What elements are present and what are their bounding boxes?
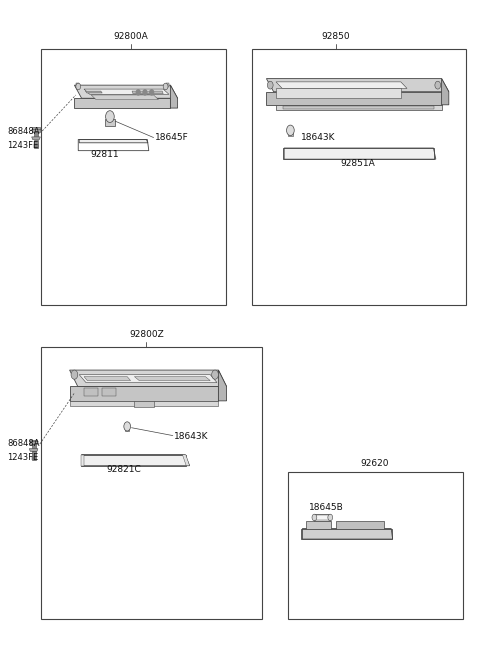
Polygon shape: [314, 514, 330, 521]
Polygon shape: [266, 79, 449, 92]
Polygon shape: [134, 377, 210, 381]
Polygon shape: [85, 91, 102, 93]
Polygon shape: [82, 455, 190, 466]
Bar: [41, 347, 262, 619]
Polygon shape: [105, 119, 115, 126]
Circle shape: [150, 90, 154, 95]
Polygon shape: [276, 88, 401, 98]
Polygon shape: [134, 401, 154, 407]
Polygon shape: [70, 401, 218, 406]
Text: 92800A: 92800A: [113, 31, 148, 41]
Text: 92821C: 92821C: [107, 465, 141, 474]
Polygon shape: [32, 137, 40, 140]
Polygon shape: [283, 106, 434, 109]
Polygon shape: [32, 451, 36, 460]
Polygon shape: [70, 370, 227, 386]
Polygon shape: [276, 105, 442, 110]
Polygon shape: [76, 83, 79, 87]
Circle shape: [163, 83, 168, 90]
Circle shape: [106, 111, 114, 122]
Circle shape: [435, 81, 441, 89]
Polygon shape: [32, 127, 40, 132]
Polygon shape: [276, 82, 407, 88]
Polygon shape: [84, 89, 169, 94]
Text: 18645F: 18645F: [155, 133, 188, 142]
Circle shape: [71, 370, 78, 379]
Polygon shape: [266, 92, 442, 105]
Circle shape: [76, 83, 81, 90]
Text: 86848A: 86848A: [7, 126, 40, 136]
Text: 1243FE: 1243FE: [7, 141, 38, 150]
Polygon shape: [34, 140, 38, 148]
Polygon shape: [84, 377, 131, 381]
Bar: [252, 49, 466, 305]
Polygon shape: [125, 426, 129, 431]
Text: 92850: 92850: [322, 31, 350, 41]
Text: 18645B: 18645B: [309, 503, 344, 512]
Text: 92620: 92620: [360, 459, 389, 468]
Polygon shape: [170, 85, 178, 108]
Text: 92800Z: 92800Z: [129, 329, 164, 339]
Text: 18643K: 18643K: [174, 432, 209, 441]
Polygon shape: [84, 388, 98, 396]
Polygon shape: [284, 148, 436, 159]
Polygon shape: [182, 455, 190, 466]
Bar: [41, 49, 226, 305]
Polygon shape: [288, 130, 293, 136]
Polygon shape: [442, 79, 449, 105]
Polygon shape: [74, 98, 170, 108]
Circle shape: [212, 370, 218, 379]
Polygon shape: [30, 440, 37, 444]
Text: 86848A: 86848A: [7, 439, 40, 448]
Polygon shape: [79, 375, 217, 383]
Circle shape: [328, 514, 333, 521]
Polygon shape: [70, 386, 218, 401]
Circle shape: [143, 90, 147, 95]
Polygon shape: [81, 455, 84, 466]
Polygon shape: [74, 85, 178, 98]
Polygon shape: [34, 132, 38, 138]
Polygon shape: [79, 140, 148, 143]
Circle shape: [312, 514, 317, 521]
Text: 18643K: 18643K: [300, 133, 335, 142]
Text: 1243FE: 1243FE: [7, 453, 38, 462]
Circle shape: [136, 90, 140, 95]
Polygon shape: [132, 91, 163, 94]
Text: 92811: 92811: [90, 150, 119, 159]
Polygon shape: [91, 95, 158, 100]
Polygon shape: [102, 388, 116, 396]
Polygon shape: [29, 449, 38, 451]
Polygon shape: [306, 521, 331, 529]
Polygon shape: [32, 444, 36, 451]
Circle shape: [267, 81, 273, 89]
Circle shape: [124, 422, 131, 431]
Bar: [288, 472, 463, 619]
Text: 92851A: 92851A: [340, 159, 375, 168]
Polygon shape: [314, 515, 330, 520]
Polygon shape: [302, 529, 393, 539]
Circle shape: [287, 125, 294, 136]
Polygon shape: [166, 83, 169, 87]
Polygon shape: [336, 521, 384, 529]
Polygon shape: [218, 370, 227, 401]
